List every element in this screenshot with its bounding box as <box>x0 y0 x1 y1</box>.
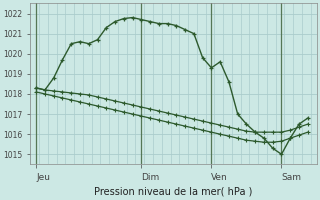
X-axis label: Pression niveau de la mer( hPa ): Pression niveau de la mer( hPa ) <box>94 187 252 197</box>
